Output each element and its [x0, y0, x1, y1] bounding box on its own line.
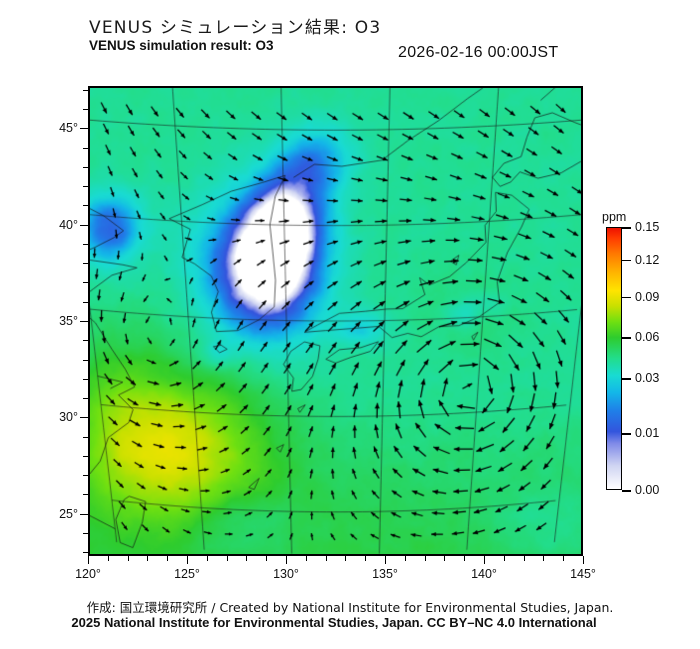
y-axis-minor-tick: [83, 475, 88, 477]
y-axis-minor-tick: [83, 166, 88, 168]
x-axis-major-tick: [484, 556, 485, 564]
colorbar-tick-label: 0.00: [635, 483, 660, 497]
y-axis-minor-tick: [83, 147, 88, 149]
y-axis-tick-label: 40°: [59, 217, 78, 232]
y-axis-tick-label: 25°: [59, 506, 78, 521]
caption-license: 2025 National Institute for Environmenta…: [71, 615, 597, 630]
y-axis-minor-tick: [83, 340, 88, 342]
x-axis-minor-tick: [503, 556, 505, 561]
y-axis-minor-tick: [83, 263, 88, 265]
y-axis-minor-tick: [83, 89, 88, 91]
x-axis-minor-tick: [305, 556, 307, 561]
caption-credit: 作成: 国立環境研究所 / Created by National Instit…: [86, 600, 614, 615]
colorbar-tick: [622, 433, 631, 436]
y-axis-tick-label: 45°: [59, 121, 78, 136]
colorbar-tick: [622, 490, 631, 492]
y-axis-minor-tick: [83, 494, 88, 496]
colorbar-tick: [622, 296, 631, 299]
x-axis-minor-tick: [345, 556, 347, 561]
x-axis-minor-tick: [424, 556, 426, 561]
x-axis-minor-tick: [266, 556, 268, 561]
x-axis-minor-tick: [563, 556, 565, 561]
x-axis-tick-label: 125°: [174, 567, 200, 581]
x-axis-major-tick: [187, 556, 188, 564]
x-axis-minor-tick: [325, 556, 327, 561]
y-axis-minor-tick: [83, 455, 88, 457]
colorbar-tick-label: 0.09: [635, 289, 660, 304]
x-axis-minor-tick: [226, 556, 228, 561]
colorbar-gradient: [606, 227, 622, 490]
x-axis-tick-label: 145°: [570, 567, 596, 581]
x-axis-minor-tick: [543, 556, 545, 561]
colorbar-tick-label: 0.01: [635, 426, 660, 441]
x-axis-tick-label: 135°: [372, 567, 398, 581]
y-axis-minor-tick: [83, 109, 88, 111]
colorbar-tick: [622, 378, 631, 380]
y-axis-minor-tick: [83, 398, 88, 400]
y-axis-minor-tick: [83, 532, 88, 534]
page-title-japanese: VENUS シミュレーション結果: O3: [89, 18, 382, 38]
colorbar-tick-label: 0.06: [635, 330, 660, 345]
colorbar-tick-label: 0.03: [635, 371, 660, 386]
x-axis-tick-label: 130°: [273, 567, 299, 581]
y-axis-minor-tick: [83, 359, 88, 361]
y-axis-minor-tick: [83, 301, 88, 303]
x-axis-minor-tick: [365, 556, 367, 561]
x-axis-minor-tick: [523, 556, 525, 561]
x-axis-tick-label: 140°: [471, 567, 497, 581]
x-axis-major-tick: [286, 556, 287, 564]
x-axis-minor-tick: [107, 556, 109, 561]
x-axis-minor-tick: [147, 556, 149, 561]
y-axis-major-tick: [80, 513, 88, 515]
colorbar-tick-label: 0.12: [635, 252, 660, 267]
x-axis-minor-tick: [464, 556, 466, 561]
y-axis-minor-tick: [83, 552, 88, 554]
x-axis-minor-tick: [206, 556, 208, 561]
y-axis-minor-tick: [83, 282, 88, 284]
timestamp-label: 2026-02-16 00:00JST: [398, 44, 559, 61]
y-axis-major-tick: [80, 128, 88, 130]
y-axis-tick-label: 30°: [59, 410, 78, 425]
y-axis-minor-tick: [83, 205, 88, 207]
map-plot-area[interactable]: [88, 86, 583, 556]
y-axis-minor-tick: [83, 243, 88, 245]
colorbar: [606, 227, 622, 490]
x-axis-minor-tick: [404, 556, 406, 561]
y-axis-major-tick: [80, 417, 88, 419]
x-axis-tick-label: 120°: [75, 567, 101, 581]
x-axis-minor-tick: [127, 556, 129, 561]
y-axis-minor-tick: [83, 186, 88, 188]
x-axis-major-tick: [385, 556, 386, 564]
colorbar-tick: [622, 227, 631, 229]
x-axis-major-tick: [583, 556, 584, 564]
x-axis-minor-tick: [444, 556, 446, 561]
y-axis-minor-tick: [83, 436, 88, 438]
colorbar-tick: [622, 337, 631, 340]
x-axis-minor-tick: [167, 556, 169, 561]
y-axis-tick-label: 35°: [59, 314, 78, 328]
colorbar-unit-label: ppm: [602, 210, 627, 224]
ozone-concentration-heatmap: [90, 88, 581, 554]
colorbar-tick: [622, 259, 631, 262]
page-title-english: VENUS simulation result: O3: [89, 38, 274, 53]
x-axis-minor-tick: [246, 556, 248, 561]
y-axis-major-tick: [80, 224, 88, 226]
x-axis-major-tick: [88, 556, 89, 564]
y-axis-major-tick: [80, 321, 88, 322]
colorbar-tick-label: 0.15: [635, 220, 660, 234]
y-axis-minor-tick: [83, 378, 88, 380]
